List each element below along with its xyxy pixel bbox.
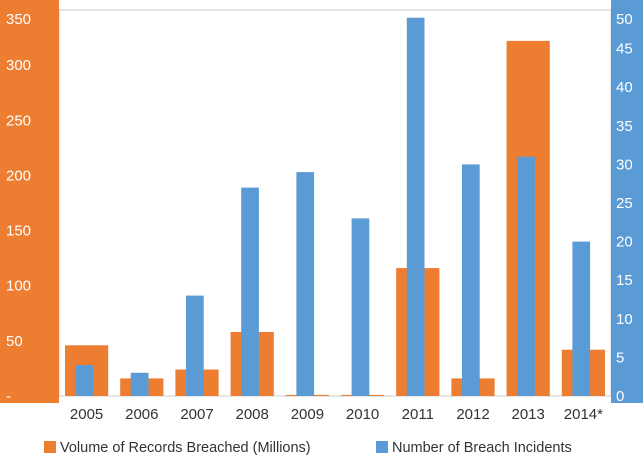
bars	[65, 17, 605, 397]
right-tick-label: 20	[616, 234, 633, 251]
bar-incidents-2014*	[572, 241, 591, 396]
bar-incidents-2013	[517, 156, 535, 396]
right-axis-ticks: 0 5 10 15 20 25 30 35 40 45 50	[616, 11, 633, 405]
left-tick-label: 150	[6, 223, 31, 240]
x-tick-label: 2012	[456, 406, 489, 423]
left-tick-label: 350	[6, 11, 31, 28]
bar-incidents-2012	[462, 164, 480, 396]
right-tick-label: 35	[616, 118, 633, 135]
right-tick-label: 30	[616, 156, 633, 173]
x-tick-label: 2006	[125, 406, 158, 423]
x-tick-label: 2008	[236, 406, 269, 423]
legend-swatch-incidents	[376, 441, 388, 453]
bar-incidents-2005	[75, 365, 94, 396]
x-tick-label: 2013	[512, 406, 545, 423]
left-tick-label: 300	[6, 57, 31, 74]
right-tick-label: 25	[616, 195, 633, 212]
x-tick-label: 2005	[70, 406, 103, 423]
bar-incidents-2006	[130, 372, 149, 396]
left-tick-label: 50	[6, 333, 23, 350]
x-tick-label: 2011	[402, 406, 434, 423]
x-tick-label: 2007	[180, 406, 213, 423]
legend-swatch-records	[44, 441, 56, 453]
right-tick-label: 10	[616, 311, 633, 328]
bar-incidents-2011	[406, 17, 425, 396]
left-tick-label: 200	[6, 167, 31, 184]
x-tick-label: 2009	[291, 406, 324, 423]
left-axis-band	[0, 0, 59, 403]
right-tick-label: 40	[616, 79, 633, 96]
left-tick-label: -	[6, 388, 11, 405]
right-axis-band	[611, 0, 643, 403]
bar-incidents-2008	[241, 187, 259, 396]
legend-label-records: Volume of Records Breached (Millions)	[60, 440, 311, 456]
right-tick-label: 50	[616, 11, 633, 28]
x-tick-label: 2010	[346, 406, 379, 423]
bar-incidents-2010	[351, 218, 370, 396]
x-axis-ticks: 2005 2006 2007 2008 2009 2010 2011 2012 2013 2014…	[70, 406, 603, 423]
bar-incidents-2007	[186, 295, 204, 396]
right-tick-label: 15	[616, 272, 633, 289]
bar-incidents-2009	[296, 172, 315, 396]
right-tick-label: 45	[616, 41, 633, 58]
x-tick-label: 2014*	[564, 406, 603, 423]
right-tick-label: 5	[616, 349, 624, 366]
left-tick-label: 100	[6, 278, 31, 295]
left-axis-ticks: - 50 100 150 200 250 300 350	[6, 11, 31, 405]
left-tick-label: 250	[6, 112, 31, 129]
legend: Volume of Records Breached (Millions) Num…	[44, 440, 572, 456]
right-tick-label: 0	[616, 388, 624, 405]
legend-label-incidents: Number of Breach Incidents	[392, 440, 572, 456]
